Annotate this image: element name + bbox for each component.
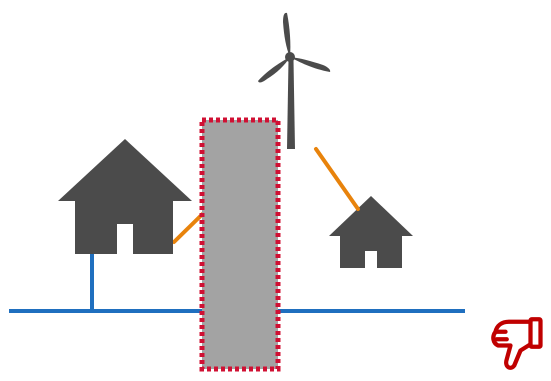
right-house-icon bbox=[329, 196, 413, 268]
barrier-border bbox=[199, 117, 281, 372]
left-house-icon bbox=[58, 139, 192, 254]
barrier-fill bbox=[202, 120, 278, 369]
wind-turbine-icon bbox=[258, 12, 331, 149]
barrier bbox=[199, 117, 281, 372]
thumbs-down-icon[interactable] bbox=[491, 317, 543, 370]
right-connection-line bbox=[314, 147, 360, 211]
